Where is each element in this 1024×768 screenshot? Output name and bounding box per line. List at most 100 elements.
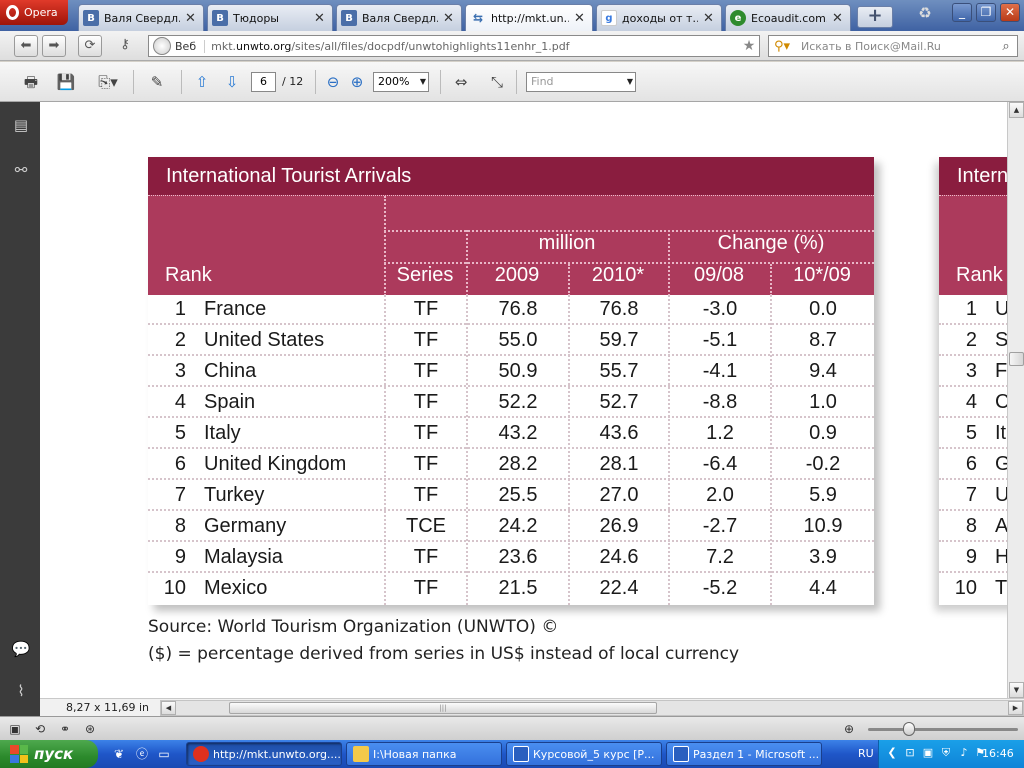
opera-menu-button[interactable]: Opera <box>0 0 68 25</box>
address-bar: ⬅ ➡ ⟳ ⚷ Веб mkt.unwto.org/sites/all/file… <box>0 31 1024 61</box>
binoculars-icon[interactable]: ⚯ <box>14 161 28 179</box>
horizontal-scroll-thumb[interactable]: ||| <box>229 702 657 714</box>
volume-icon[interactable]: ♪ <box>960 746 968 759</box>
search-icon[interactable]: ⌕ <box>1002 38 1010 54</box>
browser-tab[interactable]: e Ecoaudit.com.… ✕ <box>725 4 851 31</box>
page-number-input[interactable]: 6 <box>251 72 276 92</box>
cell-rank: 2 <box>965 329 977 351</box>
wand-key-icon[interactable]: ⚷ <box>120 37 130 52</box>
antivirus-icon[interactable]: ⛨ <box>941 746 951 759</box>
taskbar-button-folder[interactable]: I:\Новая папка <box>346 742 502 766</box>
opera-logo-icon <box>6 5 19 20</box>
taskbar-button-browser[interactable]: http://mkt.unwto.org.... <box>186 742 342 766</box>
cell-2009: 28.2 <box>498 453 538 475</box>
share-icon[interactable]: ⎘▾ <box>98 73 118 91</box>
vk-icon: B <box>83 10 99 26</box>
vertical-scrollbar[interactable]: ▲ ▼ <box>1007 102 1024 698</box>
tab-label: Валя Свердл… <box>362 11 438 25</box>
language-flag-icon[interactable]: ⚑ <box>975 746 985 759</box>
butterfly-icon[interactable]: ❦ <box>113 747 125 761</box>
google-icon: g <box>601 10 617 26</box>
zoom-slider-handle[interactable] <box>903 722 915 736</box>
close-tab-icon[interactable]: ✕ <box>574 10 585 26</box>
cell-change-0908: -6.4 <box>702 453 738 475</box>
cell-rank: 5 <box>174 422 186 444</box>
next-page-icon[interactable]: ⇩ <box>225 73 239 91</box>
close-tab-icon[interactable]: ✕ <box>703 10 714 26</box>
cell-2010: 43.6 <box>599 422 639 444</box>
zoom-slider-track[interactable] <box>868 728 1018 731</box>
attachment-icon[interactable]: ⌇ <box>17 682 25 700</box>
trash-icon[interactable]: ♻ <box>918 4 932 22</box>
print-icon[interactable]: 🖶 <box>23 73 39 91</box>
prev-page-icon[interactable]: ⇧ <box>195 73 209 91</box>
horizontal-scrollbar[interactable]: ◀ ||| ▶ <box>160 700 1024 716</box>
fit-width-icon[interactable]: ⇔ <box>454 73 468 91</box>
close-tab-icon[interactable]: ✕ <box>443 10 454 26</box>
fit-page-icon[interactable]: ⤡ <box>490 73 503 91</box>
search-field[interactable]: ⚲▾ Искать в Поиск@Mail.Ru ⌕ <box>768 35 1018 57</box>
comment-icon[interactable]: ✎ <box>150 73 164 91</box>
table-row: 2 United States TF 55.0 59.7 -5.1 8.7 <box>148 325 874 356</box>
taskbar-button-document[interactable]: Раздел 1 - Microsoft ... <box>666 742 822 766</box>
comments-icon[interactable]: 💬 <box>11 640 31 658</box>
network-icon[interactable]: ⊡ <box>905 746 915 759</box>
scroll-right-icon[interactable]: ▶ <box>1008 701 1023 715</box>
cell-country: It <box>995 422 1007 444</box>
bookmark-star-icon[interactable]: ★ <box>742 38 756 54</box>
panel-toggle-icon[interactable]: ▣ <box>9 722 21 736</box>
scroll-down-icon[interactable]: ▼ <box>1009 682 1024 698</box>
start-button[interactable]: пуск <box>0 740 98 768</box>
browser-tab[interactable]: B Тюдоры ✕ <box>207 4 333 31</box>
scroll-up-icon[interactable]: ▲ <box>1009 102 1024 118</box>
close-tab-icon[interactable]: ✕ <box>832 10 843 26</box>
internet-explorer-icon[interactable]: ⓔ <box>135 747 148 761</box>
cell-change-1009: 3.9 <box>809 546 837 568</box>
close-tab-icon[interactable]: ✕ <box>185 10 196 26</box>
arrivals-table: International Tourist Arrivals Rank Seri… <box>148 157 874 605</box>
find-input[interactable]: Find ▼ <box>526 72 636 92</box>
display-icon[interactable]: ▣ <box>922 746 934 759</box>
cell-rank: 4 <box>965 391 977 413</box>
taskbar-button-document[interactable]: Курсовой_5 курс [Р... <box>506 742 662 766</box>
vertical-scroll-thumb[interactable] <box>1009 352 1024 366</box>
zoom-select[interactable]: 200% ▼ <box>373 72 429 92</box>
cell-country: Sp <box>995 329 1007 351</box>
url-field[interactable]: Веб mkt.unwto.org/sites/all/files/docpdf… <box>148 35 760 57</box>
windows-logo-icon <box>10 745 28 763</box>
browser-tab[interactable]: B Валя Свердл… ✕ <box>336 4 462 31</box>
forward-button[interactable]: ➡ <box>42 35 66 57</box>
cell-2009: 21.5 <box>498 577 538 599</box>
scroll-left-icon[interactable]: ◀ <box>161 701 176 715</box>
pdf-document-view[interactable]: International Tourist Arrivals Rank Seri… <box>40 102 1007 698</box>
cell-2010: 24.6 <box>599 546 639 568</box>
new-tab-button[interactable]: + <box>857 6 893 28</box>
zoom-icon: ⊕ <box>843 722 855 736</box>
language-indicator[interactable]: RU <box>858 747 874 760</box>
url-text[interactable]: mkt.unwto.org/sites/all/files/docpdf/unw… <box>211 39 570 53</box>
close-window-button[interactable]: ✕ <box>1000 3 1020 22</box>
pages-panel-icon[interactable]: ▤ <box>13 116 29 134</box>
zoom-in-icon[interactable]: ⊕ <box>350 73 364 91</box>
turbo-icon[interactable]: ⟲ <box>34 722 46 736</box>
reload-button[interactable]: ⟳ <box>78 35 102 57</box>
zoom-out-icon[interactable]: ⊖ <box>326 73 340 91</box>
cell-change-1009: -0.2 <box>805 453 841 475</box>
unite-icon[interactable]: ⚭ <box>59 722 71 736</box>
save-icon[interactable]: 💾 <box>56 73 76 91</box>
cell-rank: 1 <box>965 298 977 320</box>
close-tab-icon[interactable]: ✕ <box>314 10 325 26</box>
cell-series: TF <box>413 422 439 444</box>
back-button[interactable]: ⬅ <box>14 35 38 57</box>
browser-tab-active[interactable]: ⇆ http://mkt.un… ✕ <box>465 4 593 31</box>
speed-dial-icon[interactable]: ⊛ <box>84 722 96 736</box>
browser-tab[interactable]: B Валя Свердл… ✕ <box>78 4 204 31</box>
minimize-button[interactable]: _ <box>952 3 972 22</box>
search-engine-icon[interactable]: ⚲▾ <box>773 38 791 54</box>
browser-tab[interactable]: g доходы от т… ✕ <box>596 4 722 31</box>
restore-button[interactable]: ❐ <box>976 3 996 22</box>
desktop-icon[interactable]: ▭ <box>158 747 170 761</box>
tab-label: Тюдоры <box>233 11 279 25</box>
back-arrow-icon[interactable]: ❮ <box>887 746 897 759</box>
table-title: International Tourist Arrivals <box>148 157 874 195</box>
